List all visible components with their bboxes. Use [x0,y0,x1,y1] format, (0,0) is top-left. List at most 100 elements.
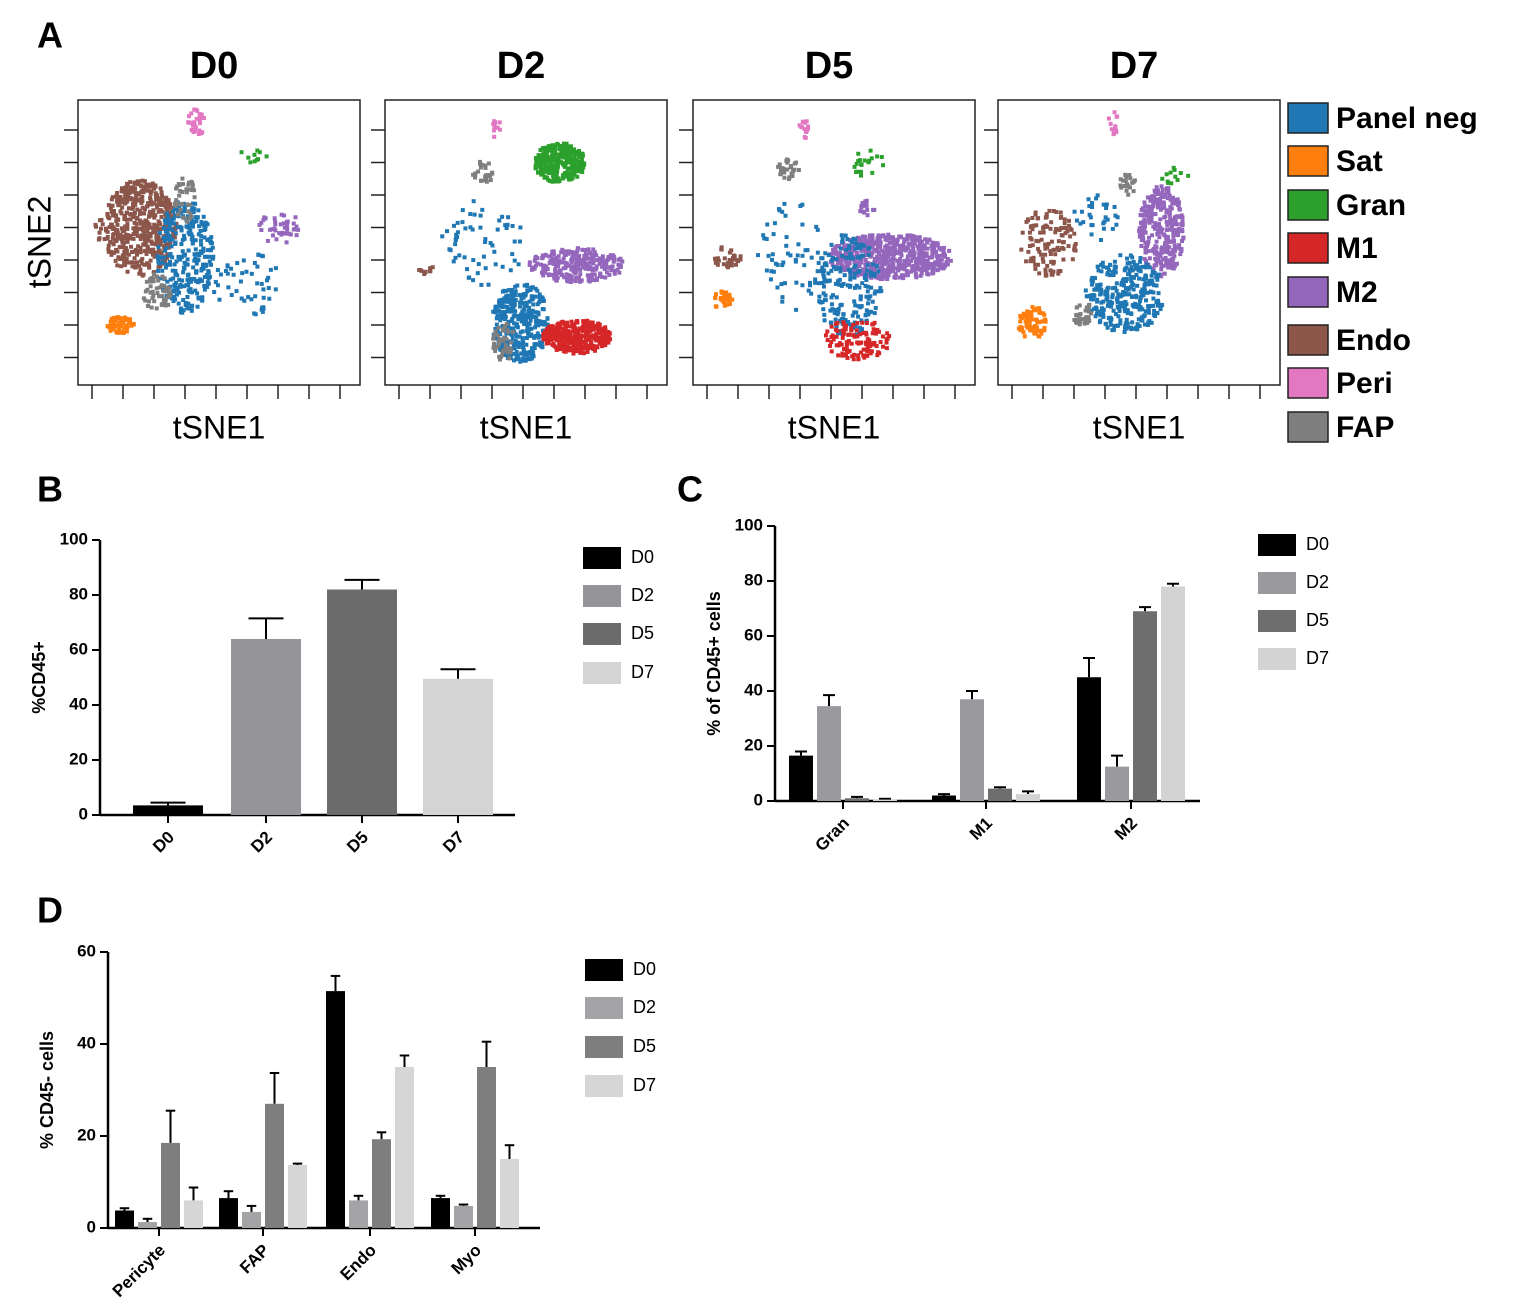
tsne-point [874,264,879,269]
tsne-point [538,319,543,324]
panel-label: B [37,469,63,510]
tsne-point [1101,314,1106,319]
tsne-point [172,235,177,240]
tsne-point [882,252,887,257]
tsne-point [193,288,198,293]
tsne-point [806,288,811,293]
tsne-point [513,289,518,294]
tsne-point [486,282,491,287]
tsne-point [1133,266,1138,271]
x-axis-label: tSNE1 [173,409,265,445]
tsne-point [167,294,172,299]
tsne-point [547,261,552,266]
tsne-point [575,332,580,337]
tsne-point [255,264,260,269]
tsne-point [1122,183,1127,188]
tsne-point [122,249,127,254]
tsne-point [483,266,488,271]
tsne-point [905,254,910,259]
tsne-point [1111,273,1116,278]
tsne-point [1132,301,1137,306]
tsne-point [930,266,935,271]
tsne-point [588,345,593,350]
bar [1133,611,1157,801]
tsne-point [1048,268,1053,273]
tsne-point [174,221,179,226]
tsne-point [907,233,912,238]
tsne-point [1030,328,1035,333]
tsne-point [189,214,194,219]
tsne-point [1175,177,1180,182]
tsne-point [839,260,844,265]
tsne-point [535,261,540,266]
tsne-point [462,255,467,260]
tsne-point [550,145,555,150]
tsne-point [1123,172,1128,177]
tsne-point [1097,309,1102,314]
tsne-point [719,289,724,294]
tsne-point [881,255,886,260]
tsne-point [172,221,177,226]
tsne-point [1107,268,1112,273]
tsne-point [110,203,115,208]
tsne-point [535,302,540,307]
tsne-point [185,202,190,207]
tsne-point [185,209,190,214]
tsne-point [504,337,509,342]
tsne-point [765,222,770,227]
tsne-point [445,229,450,234]
tsne-point [870,244,875,249]
tsne-point [1072,244,1077,249]
tsne-point [867,158,872,163]
tsne-point [1101,299,1106,304]
tsne-point [886,232,891,237]
tsne-point [780,166,785,171]
tsne-point [914,256,919,261]
tsne-point [124,192,129,197]
tsne-point [732,257,737,262]
tsne-point [1056,239,1061,244]
tsne-point [861,331,866,336]
tsne-point [492,333,497,338]
tsne-point [1083,288,1088,293]
tsne-point [533,263,538,268]
tsne-point [273,228,278,233]
tsne-point [144,251,149,256]
tsne-point [506,339,511,344]
tsne-point [935,243,940,248]
tsne-point [478,165,483,170]
tsne-point [845,355,850,360]
tsne-point [1163,214,1168,219]
tsne-point [173,231,178,236]
tsne-point [1079,209,1084,214]
tsne-point [834,343,839,348]
tsne-point [878,286,883,291]
tsne-point [183,300,188,305]
tsne-point [1081,220,1086,225]
tsne-point [551,328,556,333]
tsne-point [1033,266,1038,271]
tsne-point [510,336,515,341]
tsne-point [1121,277,1126,282]
tsne-point [159,251,164,256]
tsne-point [1048,249,1053,254]
y-tick-label: 60 [744,625,763,644]
tsne-point [1108,299,1113,304]
tsne-point [476,262,481,267]
x-tick-label: D0 [149,828,178,857]
tsne-point [506,297,511,302]
tsne-point [1083,308,1088,313]
tsne-point [884,256,889,261]
tsne-point [592,250,597,255]
tsne-point [218,272,223,277]
tsne-point [870,250,875,255]
tsne-point [534,159,539,164]
tsne-point [500,214,505,219]
tsne-point [1101,226,1106,231]
tsne-point [769,269,774,274]
tsne-point [778,172,783,177]
tsne-point [579,157,584,162]
tsne-point [821,307,826,312]
tsne-point [568,338,573,343]
legend-swatch [1287,189,1329,221]
